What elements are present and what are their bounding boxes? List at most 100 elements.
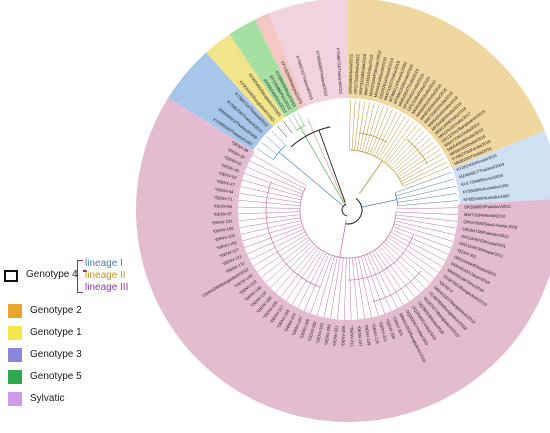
lineage3-tip-branch	[316, 256, 335, 316]
legend-genotype3: Genotype 3	[8, 348, 148, 362]
lineage3-leaf-label: *DENV-105	[212, 226, 234, 234]
lineage3-subclade-arc	[372, 270, 422, 303]
genotype1-swatch-icon	[8, 326, 22, 340]
lineage2-tip-branch	[381, 118, 410, 161]
open-square-icon	[4, 270, 18, 282]
genotype1-tip-branch	[283, 120, 293, 134]
lineage1-sector	[451, 130, 550, 205]
lineage3-tip-branch	[280, 247, 319, 298]
genotype5-swatch-icon	[8, 370, 22, 384]
lineage2-tip-branch	[364, 104, 380, 153]
lineage2-tip-branch	[362, 103, 375, 152]
lineage3-leaf-label: *DENV-311	[349, 326, 355, 347]
lineage2-subclade-arc	[406, 139, 428, 165]
lineage1-tip-branch	[396, 185, 456, 200]
lineage3-tip-branch	[371, 251, 404, 306]
bracket-tick-icon	[83, 270, 87, 272]
lineage3-tip-branch	[363, 255, 386, 314]
legend-lineage3: lineage III	[85, 282, 129, 293]
genotype4-node-arc	[345, 198, 363, 225]
lineage2-tip-branch	[383, 121, 414, 162]
genotype3-tip-branch	[266, 136, 282, 150]
lineage3-tip-branch	[379, 246, 421, 294]
lineage2-leaf-label: OR634981/India/2022	[348, 53, 354, 94]
lineage2-clade-arc	[350, 149, 404, 186]
legend-lineage2: lineage II	[85, 270, 126, 281]
lineage3-clade-arc	[299, 187, 397, 259]
lineage3-tip-branch	[303, 253, 330, 312]
lineage3-tip-branch	[369, 252, 398, 309]
lineage2-tip-branch	[387, 127, 422, 166]
lineage3-leaf-label: *DENV-43	[220, 162, 240, 173]
genotype5-tip-branch	[292, 114, 301, 128]
lineage2-tip-branch	[394, 141, 435, 173]
lineage2-tip-branch	[385, 124, 418, 164]
lineage2-leaf-label: MW731653/India/2018	[363, 54, 374, 96]
lineage3-leaf-label: *DENV-47	[216, 178, 236, 187]
lineage3-tip-branch	[392, 226, 452, 249]
genotype5-tip-branch	[297, 112, 305, 126]
lineage2-tip-branch	[367, 105, 384, 154]
lineage3-leaf-label: *DENV-107	[356, 325, 363, 347]
lineage3-tip-branch	[381, 243, 426, 289]
lineage3-leaf-label: *DENV-282	[307, 320, 318, 342]
lineage3-tip-branch	[395, 207, 458, 210]
genotype3-tip-branch	[261, 142, 278, 155]
lineage3-tip-branch	[390, 231, 446, 261]
genotype2-swatch-icon	[8, 304, 22, 318]
genotype3-sector	[168, 52, 274, 151]
lineage3-leaf-label: *DENV-84	[213, 203, 233, 209]
lineage3-leaf-label: OP547990/Saudi Arabia 2018	[463, 219, 518, 230]
lineage3-subclade-arc	[265, 181, 321, 288]
genotype3-swatch-icon	[8, 348, 22, 362]
lineage3-leaf-label: *DENV-221	[378, 321, 389, 343]
sylvatic-swatch-icon	[8, 392, 22, 406]
lineage2-tip-branch	[403, 166, 450, 187]
lineage3-tip-branch	[393, 223, 454, 242]
leaf-labels: OR634981/India/2022 OR227614/India/2022MW…	[201, 48, 518, 363]
lineage2-leaf-label: OR227614/India/2022	[353, 53, 361, 94]
legend-genotype1: Genotype 1	[8, 326, 148, 340]
lineage3-tip-branch	[238, 206, 301, 209]
lineage3-tip-branch	[352, 257, 359, 320]
lineage2-tip-branch	[399, 153, 443, 180]
lineage3-leaf-label: *DENV-321	[332, 324, 339, 346]
lineage3-tip-branch	[249, 231, 306, 261]
lineage2-tip-branch	[401, 161, 448, 185]
lineage3-tip-branch	[337, 257, 344, 320]
lineage3-tip-branch	[253, 234, 307, 267]
lineage3-tip-branch	[349, 257, 352, 320]
lineage3-tip-branch	[376, 247, 416, 298]
lineage2-tip-branch	[376, 113, 402, 158]
lineage3-leaf-label: *DENV-109	[364, 324, 372, 346]
lineage2-tip-branch	[372, 109, 393, 156]
lineage3-tip-branch	[383, 241, 431, 284]
lineage3-leaf-label: *DENV-71	[214, 195, 234, 202]
lineage3-tip-branch	[323, 256, 338, 318]
lineage2-tip-branch	[393, 137, 432, 171]
lineage3-tip-branch	[360, 256, 379, 316]
lineage3-tip-branch	[242, 179, 302, 198]
lineage3-tip-branch	[391, 229, 449, 255]
lineage3-tip-branch	[395, 211, 458, 215]
genotype1-tip-branch	[277, 125, 288, 138]
lineage3-tip-branch	[247, 228, 305, 255]
lineage3-leaf-label: MW731646/India/2018	[464, 212, 506, 219]
lineage1-clade-arc	[394, 192, 399, 206]
bracket-icon	[77, 260, 83, 293]
lineage3-tip-branch	[395, 214, 458, 222]
legend-sylvatic-label: Sylvatic	[30, 393, 65, 404]
genotype1-sector	[206, 34, 286, 127]
lineage3-tip-branch	[388, 234, 443, 267]
genotype3-tip-branch	[256, 148, 274, 160]
legend-genotype3-label: Genotype 3	[30, 349, 82, 360]
lineage3-tip-branch	[358, 256, 372, 318]
lineage2-tip-branch	[351, 100, 356, 151]
lineage1-stem	[361, 199, 397, 208]
lineage3-leaf-label: *DENV-103	[214, 233, 236, 243]
lineage3-tip-branch	[261, 239, 311, 278]
lineage1-tip-branch	[397, 193, 457, 203]
lineage3-tip-branch	[252, 154, 307, 187]
genotype5-sector	[229, 19, 299, 118]
